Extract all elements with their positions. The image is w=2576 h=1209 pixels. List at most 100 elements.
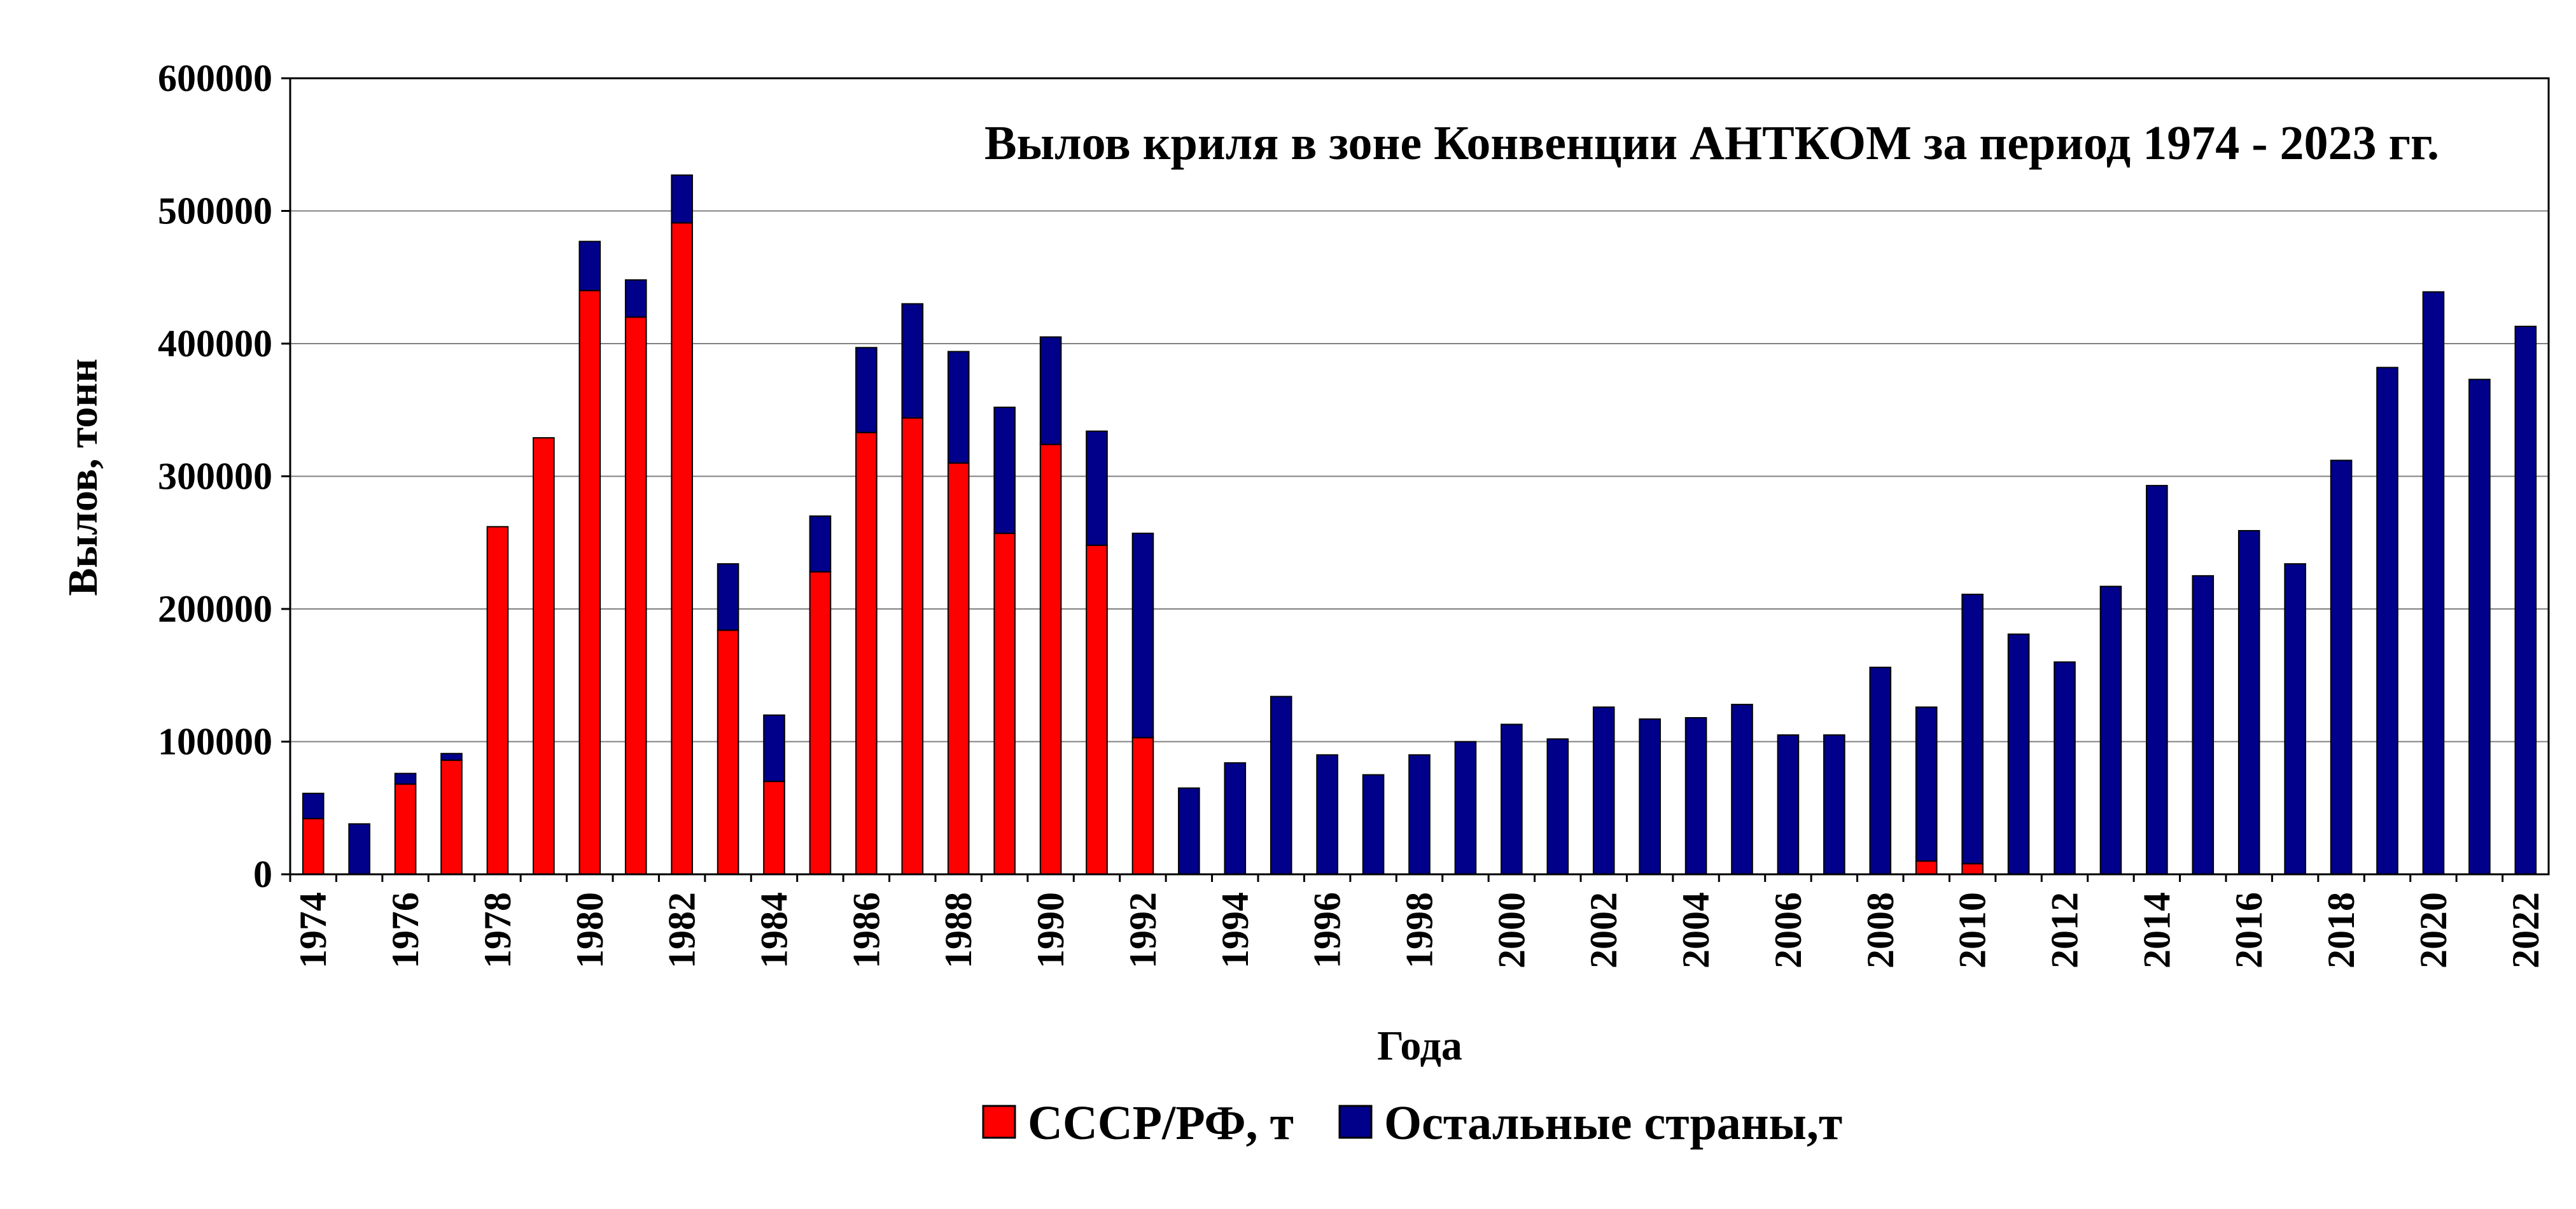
x-tick-label: 1980	[569, 892, 611, 968]
bar-ussr-rf-1983	[717, 629, 739, 875]
y-tick-label: 400000	[158, 323, 272, 365]
x-tick-label: 2008	[1859, 892, 1901, 968]
bar-other-countries-1994	[1224, 762, 1247, 875]
bar-ussr-rf-1974	[302, 818, 325, 876]
bar-ussr-rf-1988	[947, 462, 970, 875]
bar-other-countries-2018	[2330, 459, 2353, 875]
y-tick-label: 0	[253, 853, 272, 895]
x-tick-label: 2012	[2044, 892, 2086, 968]
bar-other-countries-2012	[2054, 661, 2076, 876]
bar-other-countries-1995	[1270, 695, 1292, 875]
y-tick-label: 300000	[158, 456, 272, 498]
bar-other-countries-2014	[2146, 485, 2168, 875]
bar-other-countries-1999	[1454, 741, 1477, 875]
bar-other-countries-1992	[1131, 533, 1154, 739]
bar-other-countries-1976	[394, 772, 417, 785]
bar-ussr-rf-1982	[671, 222, 693, 875]
x-tick-label: 1988	[937, 892, 979, 968]
bar-other-countries-1975	[348, 823, 370, 876]
bar-other-countries-1991	[1086, 430, 1108, 546]
x-tick-label: 1992	[1122, 892, 1164, 968]
bar-ussr-rf-1991	[1086, 544, 1108, 875]
bar-ussr-rf-2010	[1961, 863, 1984, 875]
gridlines	[290, 210, 2549, 743]
bar-other-countries-2007	[1823, 734, 1845, 875]
bar-other-countries-2011	[2007, 633, 2030, 875]
bar-other-countries-1990	[1039, 336, 1062, 445]
bar-other-countries-1983	[717, 563, 739, 631]
y-tick-label: 200000	[158, 588, 272, 630]
bar-ussr-rf-1985	[809, 571, 832, 875]
bar-other-countries-2022	[2514, 325, 2537, 875]
bar-ussr-rf-1990	[1039, 444, 1062, 875]
bar-other-countries-1988	[947, 351, 970, 464]
bar-other-countries-2009	[1915, 706, 1938, 862]
y-tick-label: 500000	[158, 190, 272, 232]
bar-other-countries-2003	[1639, 718, 1661, 876]
bar-other-countries-1981	[624, 279, 647, 318]
x-tick-label: 1998	[1399, 892, 1441, 968]
x-tick-label: 1994	[1214, 892, 1256, 968]
bar-ussr-rf-1980	[578, 290, 601, 876]
x-tick-label: 2022	[2505, 892, 2547, 968]
x-tick-label: 1984	[753, 892, 795, 968]
x-tick-label: 1990	[1030, 892, 1072, 968]
x-tick-label: 2010	[1952, 892, 1994, 968]
bar-other-countries-2016	[2237, 529, 2260, 875]
bar-other-countries-1997	[1362, 774, 1385, 875]
bar-ussr-rf-1992	[1131, 737, 1154, 875]
bar-other-countries-2002	[1592, 706, 1615, 876]
x-tick-label: 2020	[2412, 892, 2454, 968]
legend-label-other-countries: Остальные страны,т	[1384, 1096, 1842, 1150]
bar-other-countries-1989	[993, 407, 1016, 535]
bar-other-countries-1985	[809, 515, 832, 573]
x-tick-label: 1996	[1306, 892, 1348, 968]
bar-ussr-rf-1979	[533, 437, 555, 875]
x-tick-label: 2006	[1767, 892, 1809, 968]
bar-other-countries-2004	[1684, 716, 1707, 875]
x-tick-label: 1978	[477, 892, 519, 968]
bar-other-countries-2017	[2284, 563, 2306, 875]
chart-title: Вылов криля в зоне Конвенции АНТКОМ за п…	[984, 116, 2439, 170]
bar-ussr-rf-1989	[993, 533, 1016, 875]
bar-other-countries-2021	[2468, 379, 2491, 875]
legend: СССР/РФ, т Остальные страны,т	[982, 1096, 1842, 1150]
bar-other-countries-1998	[1408, 754, 1431, 875]
x-tick-label: 2014	[2136, 892, 2178, 968]
bar-other-countries-1993	[1178, 787, 1200, 875]
bar-ussr-rf-1987	[901, 417, 924, 875]
x-tick-label: 2002	[1583, 892, 1625, 968]
bar-ussr-rf-1976	[394, 783, 417, 875]
bar-other-countries-2010	[1961, 594, 1984, 865]
bar-ussr-rf-1986	[855, 431, 878, 875]
bar-other-countries-1986	[855, 347, 878, 433]
y-axis-ticks: 0 100000 200000 300000 400000 500000 600000	[158, 57, 290, 895]
x-tick-label: 2000	[1490, 892, 1532, 968]
bar-other-countries-2000	[1501, 723, 1523, 876]
bar-other-countries-2013	[2099, 585, 2122, 875]
bar-other-countries-1996	[1316, 754, 1338, 875]
x-tick-label: 1982	[661, 892, 703, 968]
legend-swatch-other-countries	[1338, 1105, 1373, 1139]
x-tick-label: 1986	[845, 892, 887, 968]
x-axis-ticks: 1974 1976 1978 1980 1982 1984 1986 1988 1990 1992…	[289, 874, 2547, 968]
bar-ussr-rf-1978	[486, 526, 509, 875]
bar-ussr-rf-1981	[624, 316, 647, 875]
y-tick-label: 600000	[158, 57, 272, 99]
x-tick-label: 1976	[384, 892, 426, 968]
bar-other-countries-2001	[1546, 738, 1569, 875]
bar-other-countries-1984	[763, 714, 785, 783]
bar-other-countries-2008	[1869, 666, 1892, 875]
legend-swatch-ussr-rf	[982, 1105, 1016, 1139]
bar-other-countries-1980	[578, 241, 601, 291]
bar-other-countries-2006	[1777, 734, 1800, 875]
bar-ussr-rf-1984	[763, 781, 785, 876]
bar-other-countries-1982	[671, 174, 693, 224]
bar-other-countries-2020	[2422, 291, 2445, 875]
x-tick-label: 1974	[292, 892, 334, 968]
bar-ussr-rf-2009	[1915, 860, 1938, 876]
x-tick-label: 2004	[1675, 892, 1717, 968]
x-tick-label: 2018	[2320, 892, 2362, 968]
y-axis-label: Вылов, тонн	[60, 358, 106, 596]
